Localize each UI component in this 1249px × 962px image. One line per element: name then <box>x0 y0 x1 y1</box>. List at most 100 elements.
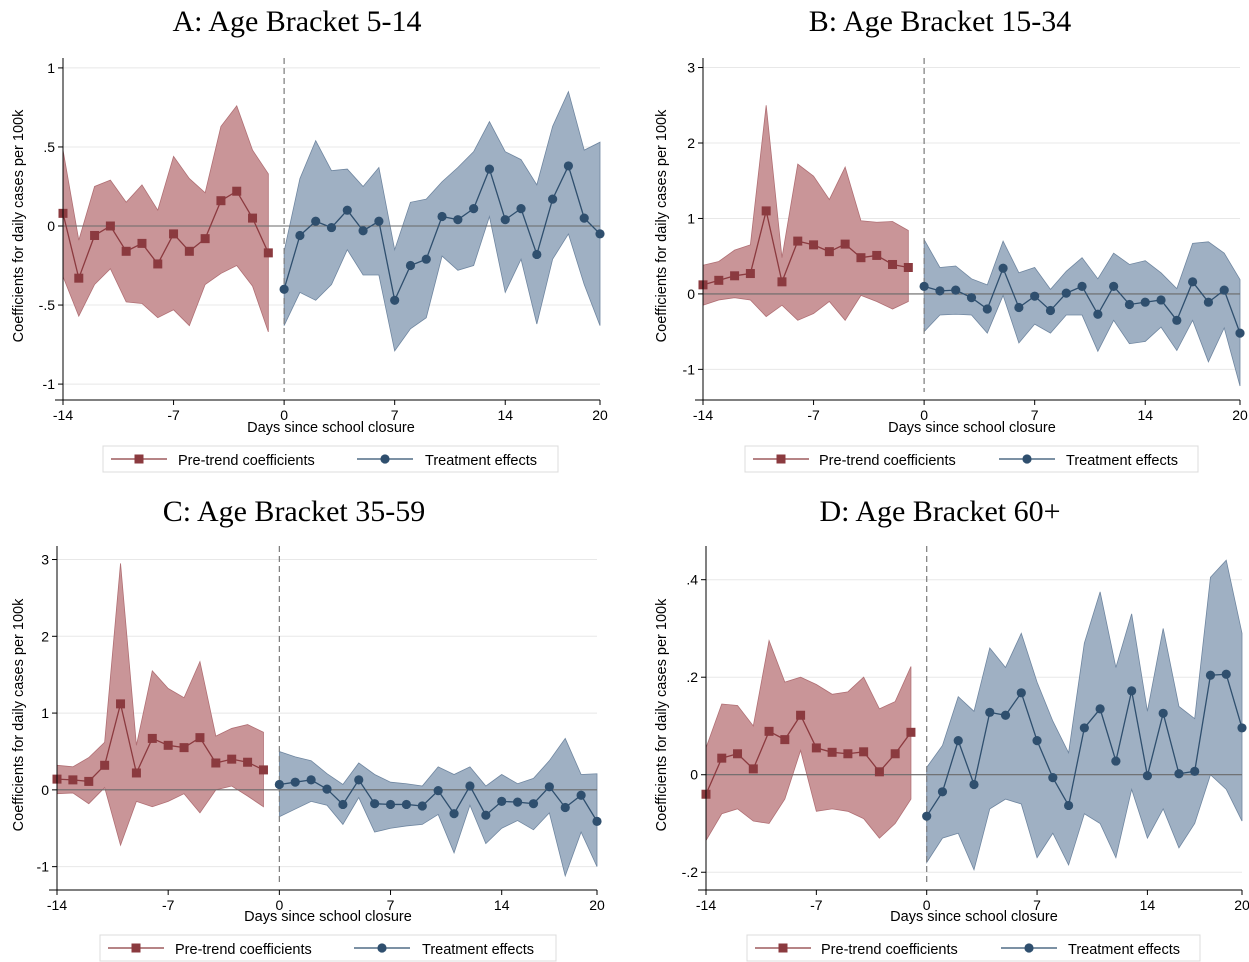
data-point-treat <box>465 781 475 791</box>
data-point-pre <box>777 277 787 287</box>
ci-band-pre <box>705 639 912 843</box>
ci-band-treat <box>926 559 1243 872</box>
legend-marker-pre <box>776 454 786 464</box>
data-point-treat <box>1142 771 1153 781</box>
legend-marker-treat <box>1022 454 1032 464</box>
data-point-treat <box>1061 288 1071 298</box>
data-point-pre <box>888 259 898 269</box>
data-point-pre <box>184 246 194 256</box>
data-point-treat <box>512 797 523 807</box>
data-point-pre <box>90 230 100 240</box>
data-point-treat <box>1063 800 1074 811</box>
data-point-pre <box>859 747 869 757</box>
y-axis-title: Coefficients for daily cases per 100k <box>11 598 27 831</box>
data-point-treat <box>576 790 586 800</box>
data-point-pre <box>227 754 237 764</box>
y-tick-label: -1 <box>43 376 56 392</box>
data-point-pre <box>211 758 221 768</box>
ci-band-treat <box>278 737 598 878</box>
data-point-treat <box>1158 708 1168 718</box>
x-tick-label: 20 <box>1234 897 1249 913</box>
data-point-treat <box>338 799 348 810</box>
x-tick-label: 20 <box>589 897 605 913</box>
panel-a: -1 -.5 0 .5 1 -14 -7 0 7 14 20 A: Age Bracket 5-14… <box>11 5 608 473</box>
panel-b: -1 0 1 2 3 -14 -7 0 7 14 20 B: Age Bracket 15-34 D… <box>654 5 1248 473</box>
data-point-pre <box>100 760 110 770</box>
data-point-treat <box>401 799 412 810</box>
data-point-treat <box>306 775 316 785</box>
data-point-treat <box>374 216 384 226</box>
data-point-treat <box>919 281 929 291</box>
data-point-treat <box>579 213 589 223</box>
data-point-treat <box>421 254 431 264</box>
data-point-pre <box>105 221 115 231</box>
data-point-pre <box>248 213 258 223</box>
x-tick-label: -7 <box>810 897 823 913</box>
legend-box <box>99 934 557 962</box>
data-point-pre <box>216 196 226 206</box>
data-point-treat <box>1221 669 1231 679</box>
y-tick-label: -1 <box>37 859 50 875</box>
data-point-treat <box>998 263 1008 273</box>
data-point-pre <box>137 238 147 248</box>
y-tick-label: 1 <box>41 705 49 721</box>
data-point-pre <box>84 776 94 786</box>
data-point-treat <box>385 799 396 810</box>
y-axis-title: Coefficients for daily cases per 100k <box>654 109 670 342</box>
x-tick-label: -7 <box>807 407 820 423</box>
x-tick-label: 7 <box>391 407 399 423</box>
panel-title: D: Age Bracket 60+ <box>819 495 1060 528</box>
x-axis-title: Days since school closure <box>890 909 1058 925</box>
data-point-treat <box>290 777 300 787</box>
data-point-treat <box>469 204 479 214</box>
data-point-pre <box>824 247 834 257</box>
data-point-pre <box>872 250 882 260</box>
data-point-treat <box>1188 277 1198 287</box>
data-point-pre <box>733 749 743 759</box>
plot-area: -1 0 1 2 3 -14 -7 0 7 14 20 <box>683 58 1248 473</box>
x-tick-label: -7 <box>162 897 175 913</box>
legend-marker-pre <box>134 454 144 464</box>
data-point-treat <box>1111 756 1121 766</box>
y-tick-label: -.2 <box>682 864 699 880</box>
data-point-pre <box>179 743 189 753</box>
data-point-treat <box>390 295 400 305</box>
data-point-pre <box>780 735 790 745</box>
data-point-treat <box>274 779 284 790</box>
y-axis-title: Coefficients for daily cases per 100k <box>654 598 670 831</box>
data-point-treat <box>1048 773 1058 783</box>
y-axis-title: Coefficients for daily cases per 100k <box>11 109 27 342</box>
y-tick-label: 1 <box>687 210 695 226</box>
legend-marker-treat <box>1024 943 1034 953</box>
data-point-treat <box>544 782 554 792</box>
y-tick-label: -1 <box>683 361 696 377</box>
legend-marker-treat <box>380 454 390 464</box>
data-point-treat <box>1156 295 1166 305</box>
data-point-treat <box>1203 297 1214 307</box>
data-point-treat <box>1140 297 1150 307</box>
data-point-treat <box>1237 723 1247 733</box>
data-point-treat <box>1124 299 1135 310</box>
x-axis-title: Days since school closure <box>244 909 412 925</box>
y-tick-label: 0 <box>690 767 698 783</box>
data-point-treat <box>1235 328 1245 338</box>
data-point-treat <box>484 164 495 174</box>
legend-box <box>746 934 1201 962</box>
legend-label-pre: Pre-trend coefficients <box>175 942 312 958</box>
legend-label-treat: Treatment effects <box>1068 942 1180 958</box>
data-point-treat <box>563 161 574 171</box>
data-point-pre <box>74 273 84 283</box>
data-point-pre <box>906 727 916 737</box>
data-point-treat <box>1190 766 1200 776</box>
data-point-pre <box>843 749 853 759</box>
data-point-pre <box>243 757 253 767</box>
data-point-treat <box>342 205 352 215</box>
legend-marker-treat <box>377 943 387 953</box>
data-point-treat <box>1219 285 1229 295</box>
data-point-treat <box>354 775 364 785</box>
data-point-pre <box>195 733 205 743</box>
data-point-treat <box>532 249 542 260</box>
data-point-treat <box>1079 723 1089 733</box>
data-point-treat <box>1077 281 1087 291</box>
